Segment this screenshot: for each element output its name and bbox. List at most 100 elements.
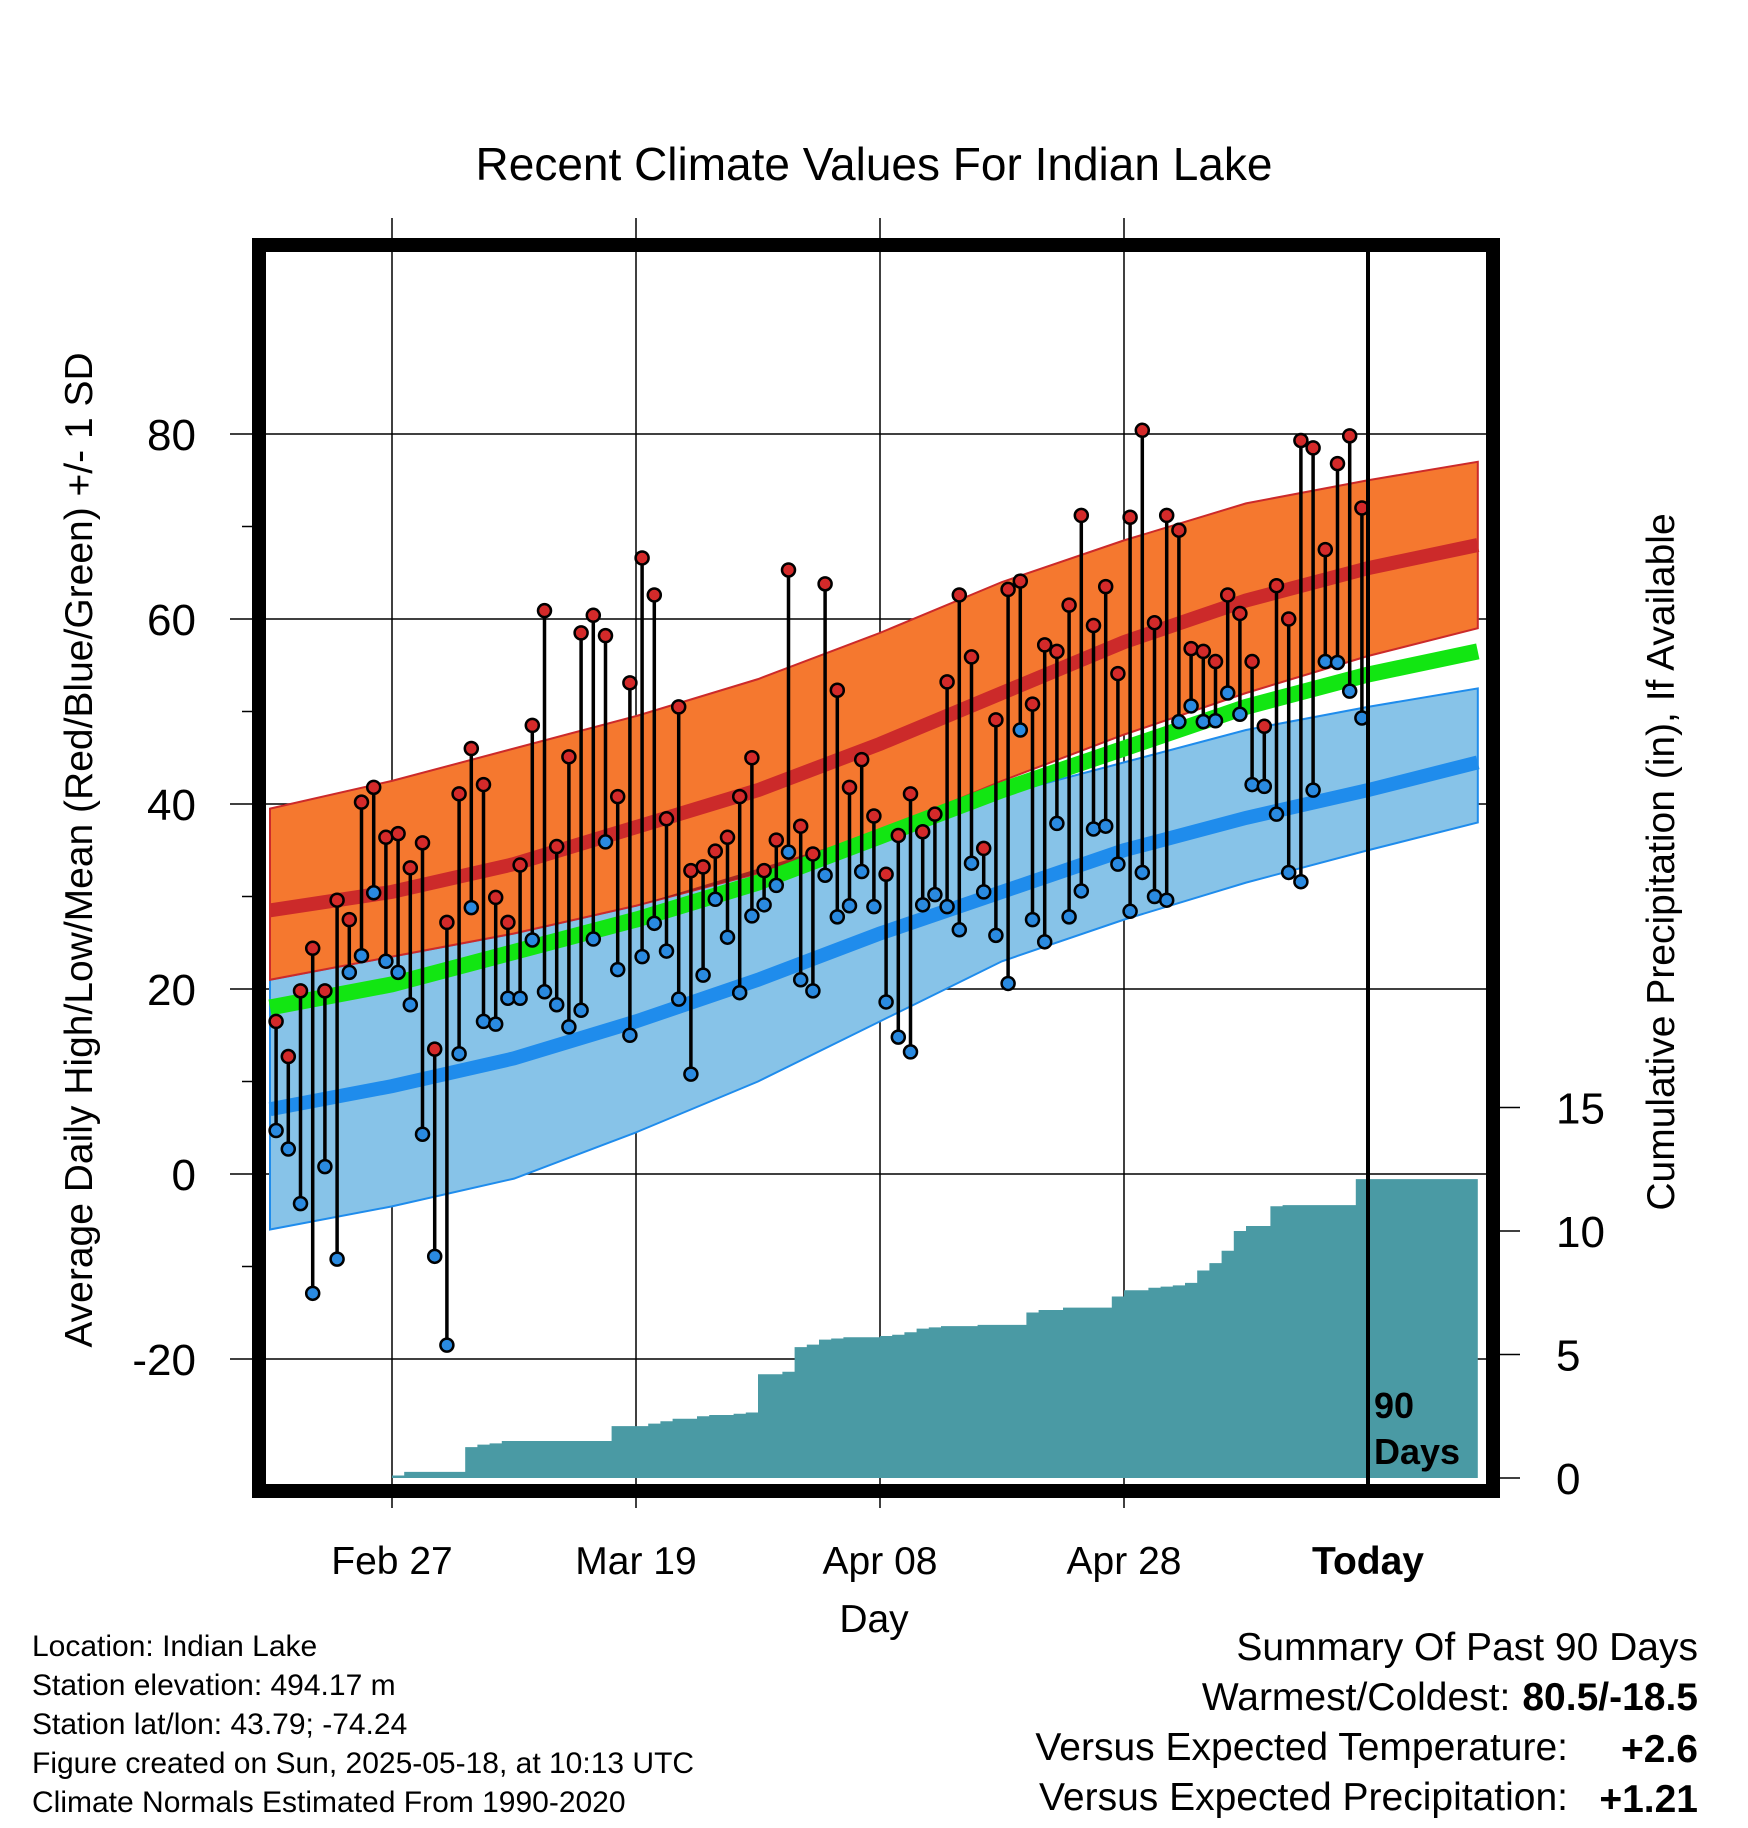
daily-low-point: [1280, 864, 1297, 881]
daily-high-point: [451, 786, 467, 802]
daily-low-point: [402, 996, 419, 1013]
summary-title: Summary Of Past 90 Days: [1236, 1626, 1698, 1669]
daily-low-point: [707, 891, 724, 908]
daily-low-point: [1024, 911, 1041, 928]
daily-low-point: [536, 984, 553, 1000]
daily-high-point: [1146, 614, 1163, 631]
daily-low-point: [951, 922, 968, 938]
daily-high-point: [304, 940, 321, 957]
daily-high-point: [1122, 509, 1138, 525]
normal-high-mean-line: [268, 538, 1480, 918]
daily-low-point: [524, 932, 541, 948]
daily-high-point: [426, 1041, 443, 1057]
daily-low-point: [573, 1002, 589, 1019]
x-tick-label: Apr 08: [823, 1540, 938, 1583]
daily-high-point: [341, 911, 358, 928]
daily-high-point: [951, 587, 968, 603]
daily-low-point: [768, 877, 785, 894]
daily-low-point: [1305, 782, 1321, 798]
daily-high-point: [1219, 587, 1236, 603]
daily-high-point: [414, 835, 431, 851]
daily-high-point: [768, 832, 785, 848]
daily-high-point: [646, 587, 663, 603]
daily-high-point: [597, 627, 614, 644]
y2-tick-label: 15: [1556, 1085, 1605, 1134]
daily-low-point: [1085, 821, 1102, 837]
daily-low-point: [280, 1141, 297, 1157]
daily-high-point: [817, 576, 833, 592]
daily-high-point: [1036, 637, 1053, 653]
y2-axis-label: Cumulative Precipitation (in), If Availa…: [1640, 513, 1683, 1210]
daily-low-point: [292, 1195, 309, 1212]
daily-high-point: [609, 788, 626, 805]
daily-high-point: [317, 983, 333, 999]
daily-low-point: [805, 983, 821, 999]
daily-low-point: [780, 844, 797, 860]
daily-low-point: [1110, 856, 1126, 872]
daily-low-point: [670, 991, 687, 1007]
daily-high-point: [939, 674, 955, 690]
daily-low-point: [548, 996, 565, 1013]
daily-high-point: [1097, 578, 1114, 595]
daily-high-point: [853, 751, 870, 768]
daily-low-point: [1061, 909, 1077, 925]
daily-high-point: [1134, 422, 1151, 439]
daily-high-point: [1061, 597, 1077, 613]
daily-high-point: [988, 712, 1004, 728]
daily-high-point: [878, 866, 894, 883]
daily-low-point: [1171, 713, 1187, 730]
chart-title: Recent Climate Values For Indian Lake: [476, 138, 1273, 190]
daily-high-point: [914, 824, 931, 840]
y-tick-label: 0: [172, 1151, 196, 1200]
daily-low-point: [1073, 883, 1090, 899]
daily-high-point: [707, 843, 724, 859]
daily-high-point: [866, 808, 882, 824]
daily-low-point: [1134, 864, 1151, 881]
daily-low-point: [1293, 873, 1309, 890]
daily-low-point: [1329, 654, 1346, 671]
daily-high-point: [841, 779, 858, 796]
daily-low-point: [988, 927, 1004, 944]
daily-low-point: [1158, 892, 1175, 908]
daily-low-point: [927, 886, 943, 903]
summary-precip-label: Versus Expected Precipitation:: [1039, 1776, 1568, 1819]
daily-high-point: [963, 649, 980, 665]
daily-high-point: [792, 818, 809, 834]
daily-high-point: [731, 788, 748, 805]
daily-high-point: [1317, 541, 1334, 558]
daily-high-point: [1183, 640, 1199, 657]
daily-low-point: [365, 885, 382, 901]
x-tick-label: Today: [1312, 1540, 1424, 1583]
daily-high-point: [329, 892, 345, 908]
summary-block: Summary Of Past 90 Days Warmest/Coldest:…: [1035, 1626, 1698, 1821]
daily-high-point: [402, 860, 419, 876]
daily-high-point: [268, 1013, 284, 1030]
daily-high-point: [500, 914, 516, 931]
daily-high-point: [927, 806, 943, 822]
daily-low-point: [585, 931, 602, 947]
daily-low-point: [658, 943, 675, 959]
daily-high-point: [1158, 507, 1175, 524]
y-tick-label: 40: [147, 781, 196, 830]
daily-low-point: [1183, 698, 1199, 714]
daily-high-point: [1329, 455, 1346, 472]
daily-high-point: [353, 794, 370, 810]
daily-high-point: [439, 914, 455, 931]
daily-low-point: [378, 953, 394, 969]
summary-warmest-label: Warmest/Coldest:: [1202, 1676, 1510, 1719]
info-latlon: Station lat/lon: 43.79; -74.24: [32, 1708, 407, 1741]
daily-high-point: [292, 983, 309, 999]
daily-low-point: [817, 867, 833, 883]
daily-low-point: [1097, 818, 1114, 834]
daily-low-point: [1244, 776, 1260, 793]
normal-low-mean-line: [268, 755, 1480, 1117]
daily-low-point: [268, 1122, 284, 1139]
daily-low-point: [329, 1251, 345, 1267]
info-elevation: Station elevation: 494.17 m: [32, 1669, 396, 1702]
daily-low-point: [390, 964, 406, 981]
daily-low-point: [890, 1029, 907, 1045]
daily-high-point: [1207, 653, 1224, 670]
x-tick-label: Apr 28: [1067, 1540, 1182, 1583]
daily-low-point: [463, 899, 480, 916]
